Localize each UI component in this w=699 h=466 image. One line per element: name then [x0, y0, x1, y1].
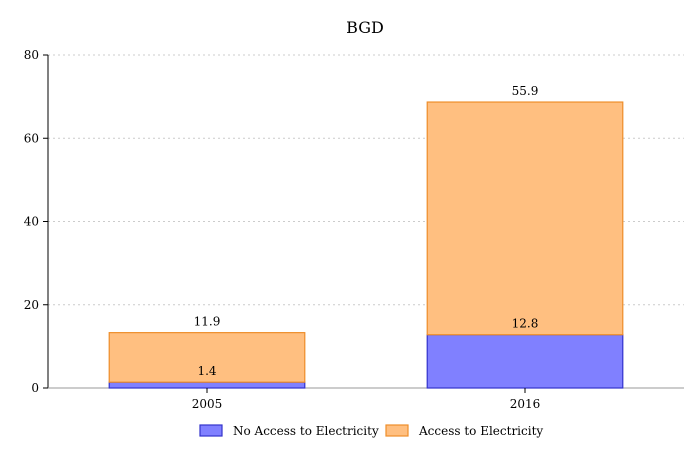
data-labels: 1.4 11.9 12.8 55.9: [194, 84, 539, 378]
chart-title: BGD: [346, 18, 384, 37]
x-axis: 2005 2016: [192, 388, 541, 411]
legend-label: Access to Electricity: [418, 424, 543, 438]
legend-label: No Access to Electricity: [233, 424, 379, 438]
data-label: 12.8: [512, 317, 539, 331]
x-tick-label: 2016: [510, 397, 541, 411]
bars: [108, 101, 624, 389]
bar-segment: [426, 334, 624, 389]
y-axis: 0 20 40 60 80: [24, 48, 48, 395]
legend-swatch: [199, 424, 223, 437]
y-tick-label: 20: [24, 298, 39, 312]
data-label: 11.9: [194, 315, 221, 329]
x-tick-label: 2005: [192, 397, 223, 411]
data-label: 55.9: [512, 84, 539, 98]
legend-swatch: [385, 424, 409, 437]
bar-segment: [108, 332, 306, 383]
y-tick-label: 60: [24, 131, 39, 145]
bar-segment: [108, 381, 306, 389]
y-tick-label: 40: [24, 215, 39, 229]
y-tick-label: 0: [31, 381, 39, 395]
y-tick-label: 80: [24, 48, 39, 62]
data-label: 1.4: [197, 364, 216, 378]
legend: No Access to Electricity Access to Electr…: [199, 424, 543, 438]
bar-segment: [426, 101, 624, 336]
